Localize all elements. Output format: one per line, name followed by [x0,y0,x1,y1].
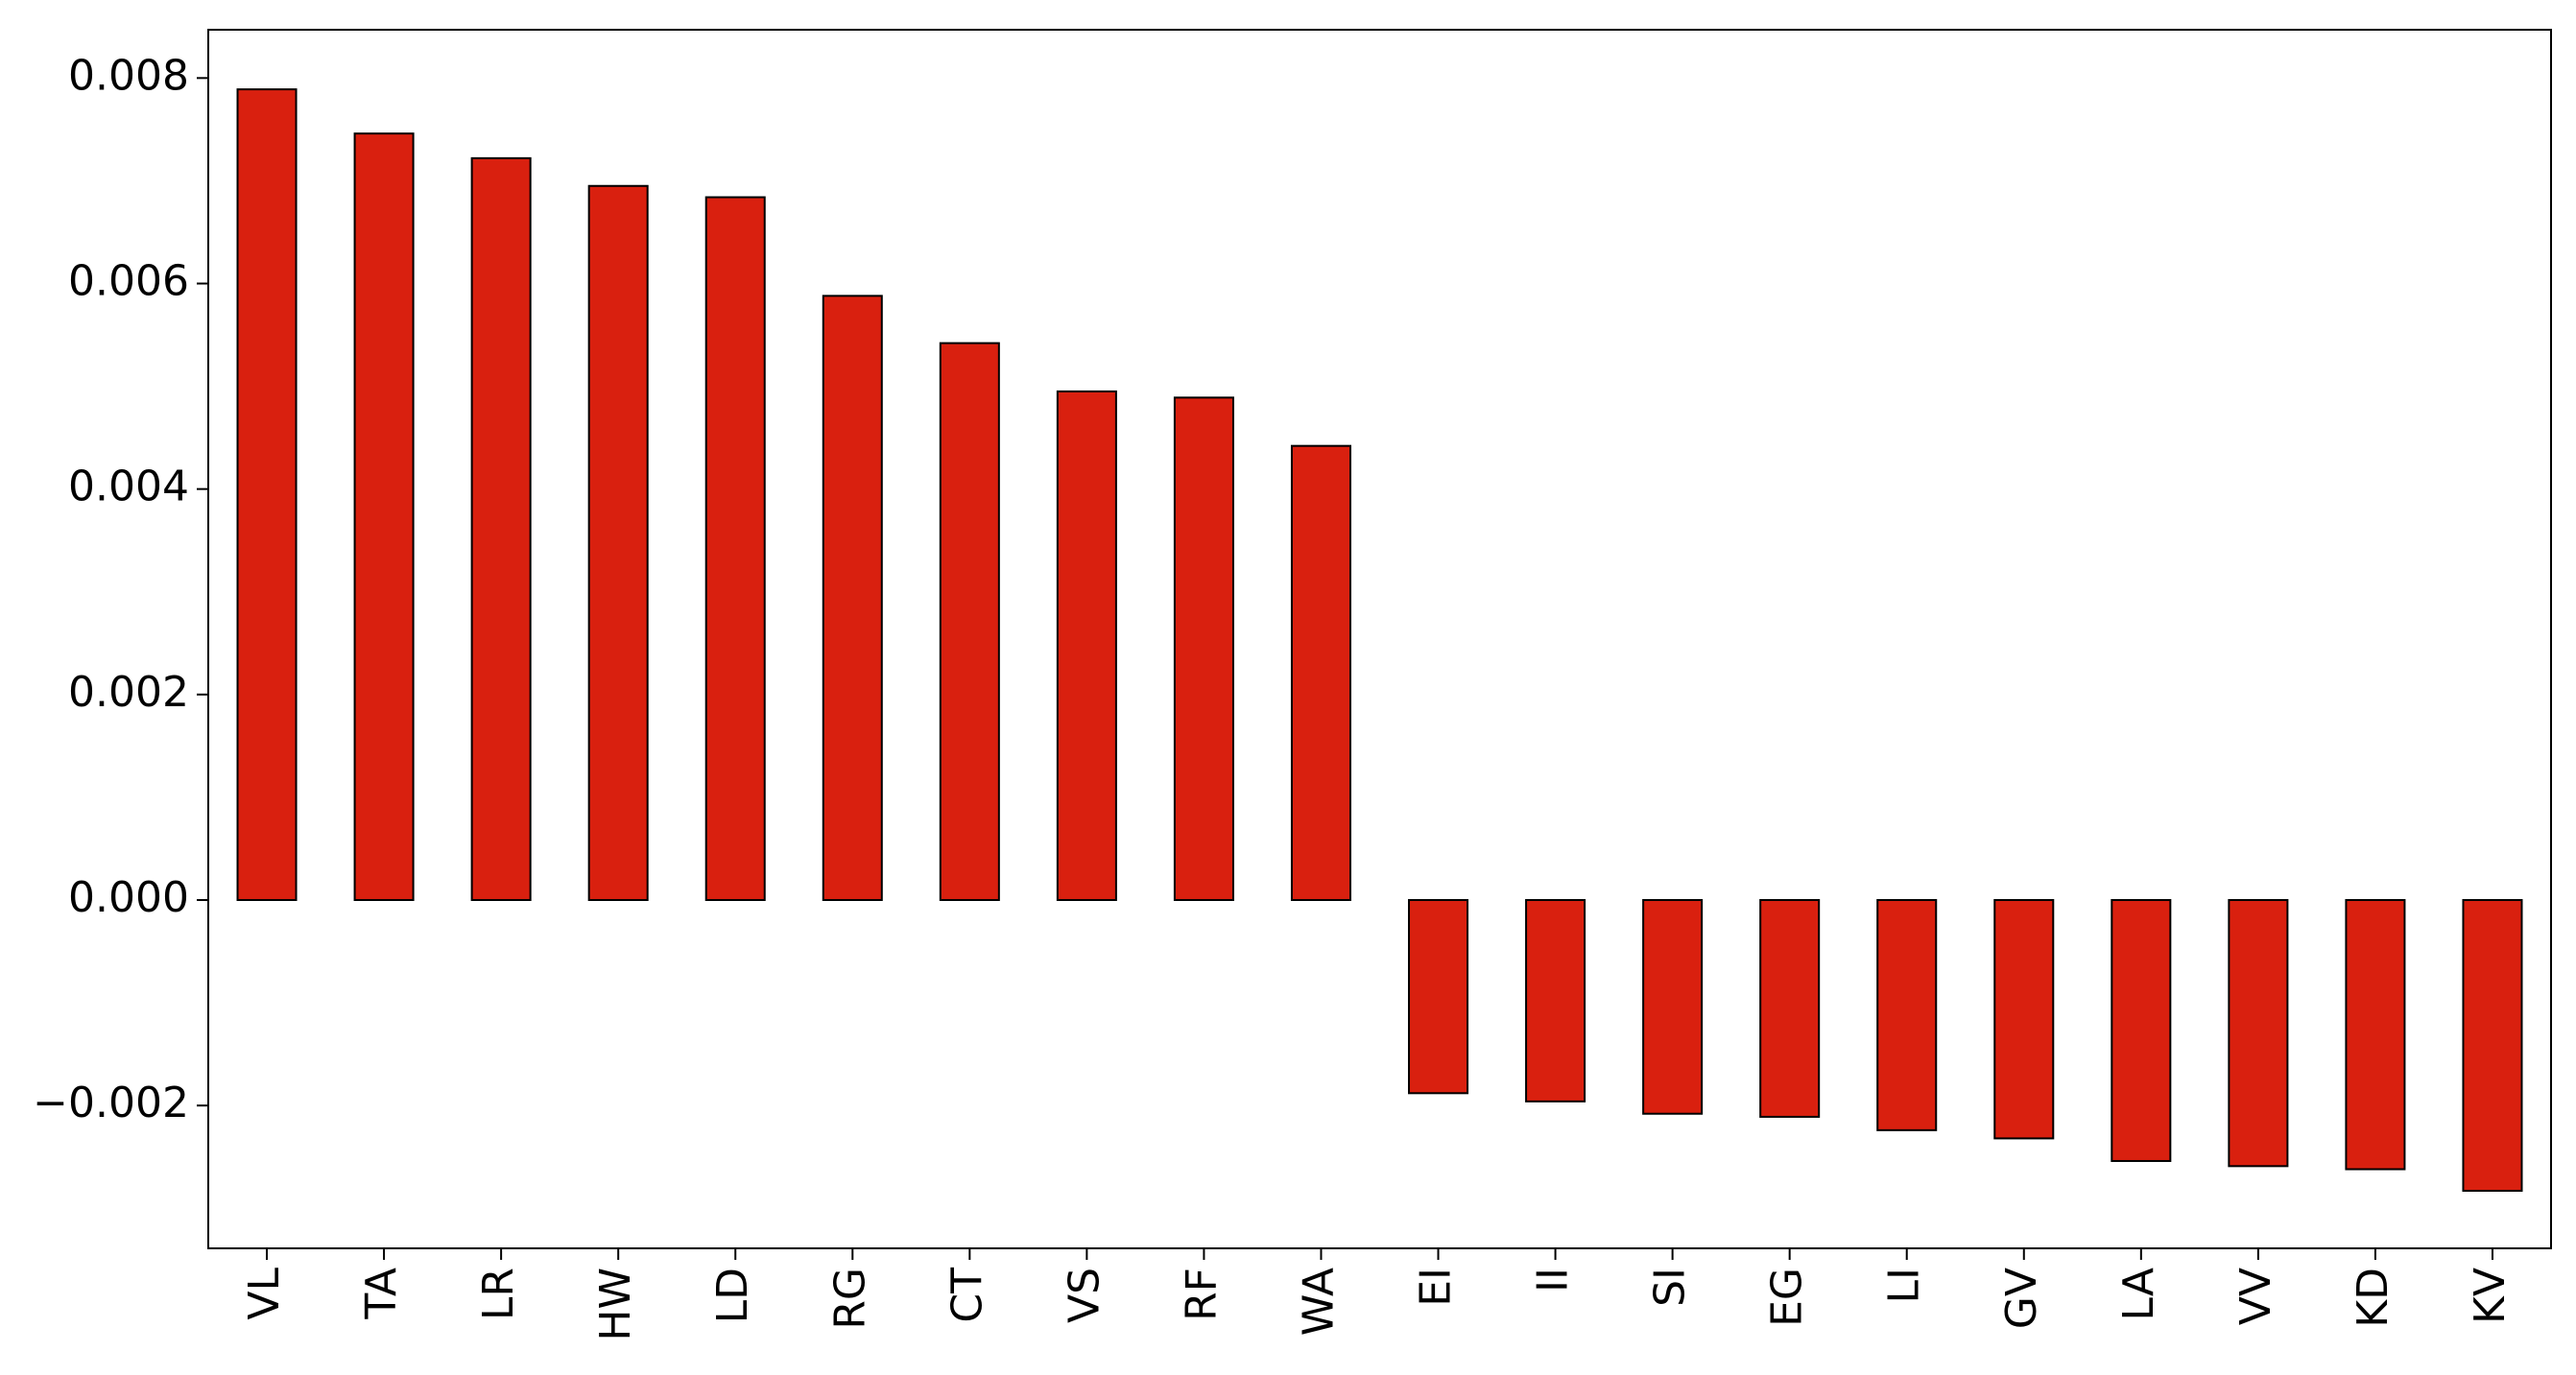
bar [587,184,649,901]
x-tick-label: GV [1997,1268,2046,1329]
x-tick-label: RF [1177,1268,1226,1321]
y-tick-label: 0.008 [68,51,189,100]
y-tick-label: 0.006 [68,256,189,305]
bar [2111,898,2172,1162]
bar [1759,898,1821,1118]
x-tick-label: SI [1646,1268,1695,1307]
x-tick-label: WA [1294,1268,1343,1336]
x-tick-label: LI [1880,1268,1929,1304]
x-tick-label: LA [2114,1268,2163,1321]
bar [704,196,766,901]
bar [2345,898,2406,1171]
bar [1173,396,1234,901]
y-tick-label: 0.004 [68,462,189,511]
y-tick-label: 0.000 [68,873,189,922]
plot-frame [207,29,2552,1249]
x-tick-label: KV [2466,1268,2515,1324]
x-tick-label: VS [1060,1268,1109,1323]
x-tick-label: VV [2231,1268,2280,1325]
bar [1993,898,2055,1140]
x-tick-label: EI [1412,1268,1461,1307]
x-tick-label: CT [942,1268,991,1323]
x-tick-label: TA [357,1268,406,1320]
x-tick-label: VL [240,1268,289,1320]
x-tick-label: EG [1763,1268,1812,1327]
bar [1876,898,1938,1131]
bar [1525,898,1586,1102]
x-tick-label: LR [474,1268,523,1320]
bar [939,342,1000,901]
bar [2228,898,2289,1168]
bar [470,156,532,901]
bar [1056,390,1117,901]
x-tick-label: KD [2349,1268,2397,1328]
bar [2462,898,2523,1193]
y-tick-label: −0.002 [33,1079,189,1127]
bar [822,295,883,901]
bar [353,132,415,901]
bar [1408,898,1469,1095]
x-tick-label: LD [708,1268,757,1323]
bar [1642,898,1704,1115]
y-tick-label: 0.002 [68,668,189,717]
x-tick-label: HW [591,1268,640,1341]
x-tick-label: RG [825,1268,874,1330]
x-tick-label: II [1529,1268,1578,1292]
bar [236,88,298,901]
bar [1290,444,1351,901]
